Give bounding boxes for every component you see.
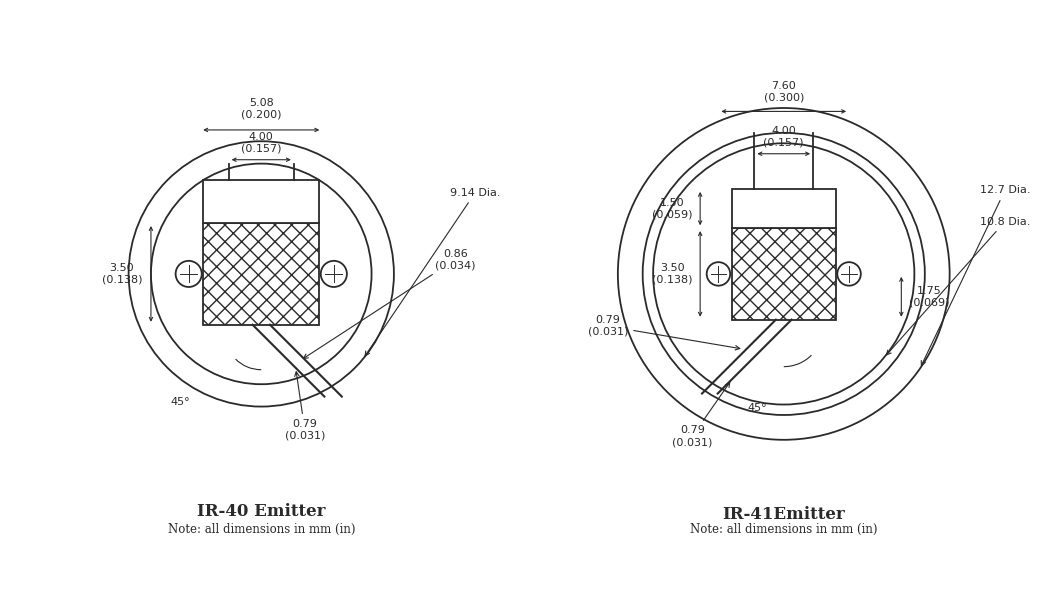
Text: Note: all dimensions in mm (in): Note: all dimensions in mm (in) — [167, 523, 355, 536]
Text: IR-40 Emitter: IR-40 Emitter — [198, 503, 325, 521]
Text: 7.60
(0.300): 7.60 (0.300) — [764, 81, 804, 102]
Bar — [203, 179, 320, 223]
Text: 45°: 45° — [748, 403, 767, 413]
Text: Note: all dimensions in mm (in): Note: all dimensions in mm (in) — [690, 523, 878, 536]
Text: 3.50
(0.138): 3.50 (0.138) — [652, 263, 692, 285]
Text: 0.79
(0.031): 0.79 (0.031) — [672, 382, 729, 447]
Text: 4.00
(0.157): 4.00 (0.157) — [241, 132, 281, 154]
Text: 4.00
(0.157): 4.00 (0.157) — [764, 126, 804, 147]
Text: 0.79
(0.031): 0.79 (0.031) — [284, 372, 325, 441]
Bar — [732, 189, 836, 228]
Text: 1.75
(0.069): 1.75 (0.069) — [909, 286, 950, 308]
Text: 3.50
(0.138): 3.50 (0.138) — [101, 263, 142, 285]
Text: 10.8 Dia.: 10.8 Dia. — [886, 217, 1030, 355]
Bar — [732, 228, 836, 320]
Text: 1.50
(0.059): 1.50 (0.059) — [652, 198, 692, 219]
Text: 9.14 Dia.: 9.14 Dia. — [365, 188, 501, 356]
Text: 5.08
(0.200): 5.08 (0.200) — [241, 98, 281, 120]
Text: 0.79
(0.031): 0.79 (0.031) — [587, 315, 740, 350]
Text: 0.86
(0.034): 0.86 (0.034) — [303, 249, 475, 358]
Text: IR-41Emitter: IR-41Emitter — [722, 506, 845, 523]
Bar — [203, 223, 320, 324]
Text: 12.7 Dia.: 12.7 Dia. — [922, 185, 1030, 365]
Text: 45°: 45° — [170, 397, 190, 408]
